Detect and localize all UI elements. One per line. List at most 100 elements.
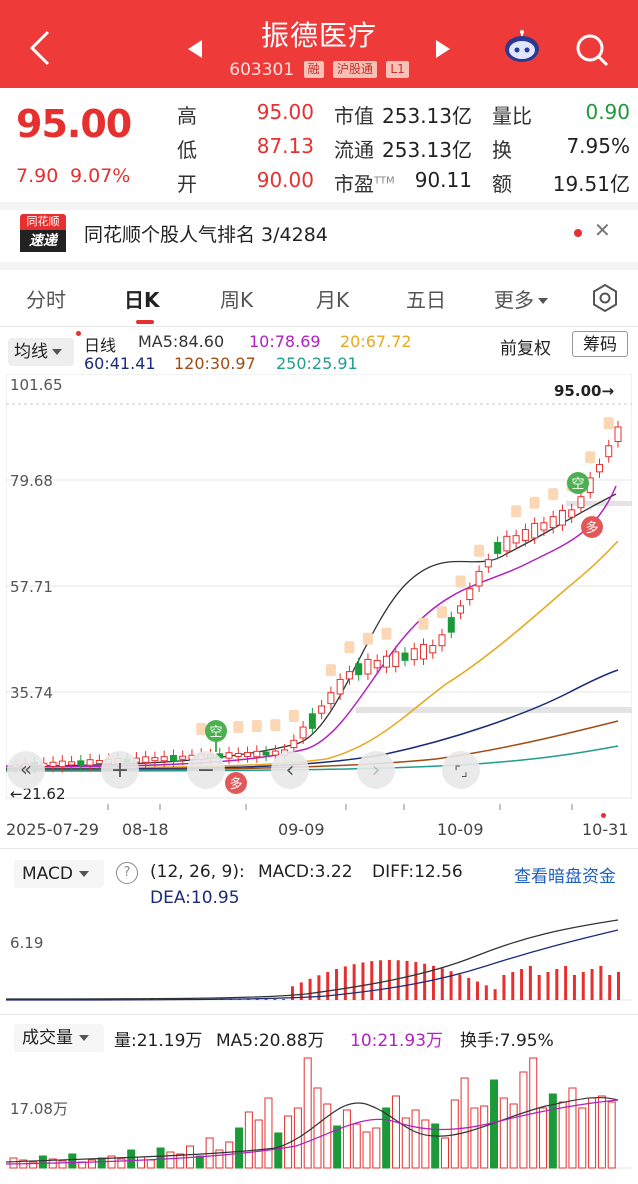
svg-text:⌜⌟: ⌜⌟: [454, 764, 467, 780]
macd-bar: [520, 969, 524, 1000]
volume-select[interactable]: 成交量: [14, 1024, 104, 1052]
ma120-line: [6, 720, 619, 771]
volume-ma5: MA5:20.88万: [216, 1031, 325, 1051]
tab-daily-k[interactable]: 日K: [124, 288, 160, 312]
popularity-rank-text[interactable]: 同花顺个股人气排名 3/4284: [84, 224, 328, 246]
tab-five-day[interactable]: 五日: [406, 288, 446, 312]
indicator-select[interactable]: 均线: [8, 338, 74, 366]
candle-body: [512, 535, 520, 544]
up-streak-badge: [548, 488, 559, 501]
candle-body: [503, 535, 511, 552]
volume-bar: [568, 1087, 577, 1169]
volume-bar: [372, 1127, 381, 1169]
divider: [0, 262, 638, 270]
volume-ma5-line: [6, 1096, 619, 1163]
volume-bar: [431, 1123, 440, 1169]
volume-bar: [548, 1093, 557, 1169]
candle-body: [558, 510, 566, 526]
up-streak-badge: [233, 720, 244, 733]
low-marker: ←21.62: [10, 785, 66, 803]
volume-bar: [352, 1123, 361, 1169]
volume-bar: [588, 1097, 597, 1169]
macd-bar: [440, 968, 444, 1000]
back-icon[interactable]: [26, 28, 56, 68]
zoom-out-button[interactable]: −: [187, 751, 225, 789]
tab-monthly-k[interactable]: 月K: [316, 288, 350, 312]
up-streak-badge: [418, 617, 429, 630]
volume-y-label: 17.08万: [10, 1100, 68, 1118]
candle-body: [382, 655, 390, 668]
up-streak-badge: [603, 417, 614, 430]
candle-body: [447, 617, 455, 633]
ma20-value: 20:67.72: [340, 332, 412, 351]
next-stock-icon[interactable]: [436, 40, 450, 58]
help-icon[interactable]: ?: [116, 862, 138, 884]
long-signal-icon: 多: [581, 516, 603, 538]
chevron-down-icon: [79, 1035, 89, 1041]
macd-bar: [264, 999, 268, 1000]
search-icon[interactable]: [574, 32, 610, 68]
up-streak-badge: [288, 709, 299, 722]
volume-bar: [382, 1107, 391, 1169]
macd-bar: [599, 966, 603, 1000]
candle-body: [568, 509, 576, 518]
y-axis-label: 57.71: [10, 578, 53, 596]
dark-pool-link[interactable]: 查看暗盘资金: [514, 867, 616, 887]
zoom-out-all-button[interactable]: «: [7, 751, 45, 789]
macd-bar: [590, 969, 594, 1000]
macd-bar: [308, 978, 312, 1000]
tab-intraday[interactable]: 分时: [26, 288, 66, 312]
close-icon[interactable]: ✕: [594, 218, 611, 242]
forward-adjust-toggle[interactable]: 前复权: [500, 339, 551, 359]
volume-bar: [421, 1119, 430, 1169]
chevron-down-icon: [52, 349, 62, 355]
volume-bar: [539, 1107, 548, 1169]
candle-body: [494, 541, 502, 554]
volume-bar: [9, 1157, 18, 1169]
candle-body: [577, 496, 585, 509]
macd-params: (12, 26, 9):: [150, 862, 245, 882]
chips-button[interactable]: 筹码: [572, 331, 628, 357]
ma5-value: MA5:84.60: [138, 332, 225, 351]
volume-bar: [146, 1159, 155, 1169]
prev-stock-icon[interactable]: [188, 40, 202, 58]
candle-body: [466, 588, 474, 601]
y-axis-label: 79.68: [10, 472, 53, 490]
pe-label: 市盈TTM: [334, 172, 395, 196]
candle-body: [244, 751, 252, 758]
low-label: 低: [177, 138, 197, 162]
price-change-pct: 9.07%: [70, 165, 131, 187]
volume-bar: [578, 1107, 587, 1169]
vol-ratio-value: 0.90: [585, 100, 630, 124]
macd-select[interactable]: MACD: [14, 860, 104, 888]
tab-more[interactable]: 更多: [494, 284, 548, 313]
fullscreen-button[interactable]: ⌜⌟: [442, 751, 480, 789]
kline-chart[interactable]: 101.65 79.68 57.71 35.74 95.00→ ←21.62 空…: [6, 374, 632, 814]
macd-bar: [476, 981, 480, 1000]
candle-body: [429, 645, 437, 654]
robot-assistant-icon[interactable]: [502, 30, 542, 64]
svg-text:多: 多: [585, 520, 598, 536]
mcap-label: 市值: [334, 104, 374, 128]
scroll-left-button[interactable]: ‹: [271, 751, 309, 789]
volume-bar: [29, 1161, 38, 1169]
svg-text:«: «: [20, 757, 32, 781]
x-axis-label: 10-09: [437, 820, 484, 839]
candle-body: [234, 752, 242, 757]
volume-bar: [87, 1159, 96, 1169]
last-price: 95.00: [16, 102, 132, 146]
stock-code: 603301: [229, 60, 295, 80]
volume-bar: [440, 1137, 449, 1169]
up-streak-badge: [455, 575, 466, 588]
volume-bar: [58, 1160, 67, 1169]
macd-bar: [255, 999, 259, 1000]
scroll-right-button[interactable]: ›: [357, 751, 395, 789]
volume-bar: [362, 1131, 371, 1169]
up-streak-badge: [196, 722, 207, 735]
volume-bar: [264, 1097, 273, 1169]
tab-weekly-k[interactable]: 周K: [220, 288, 254, 312]
up-streak-badge: [437, 606, 448, 619]
zoom-in-button[interactable]: +: [101, 751, 139, 789]
settings-gear-icon[interactable]: [590, 283, 620, 313]
volume-bar: [117, 1158, 126, 1169]
